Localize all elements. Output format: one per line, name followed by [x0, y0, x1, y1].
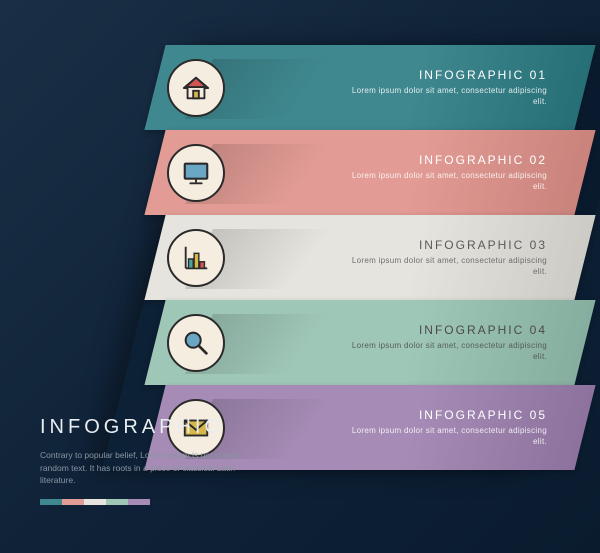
magnifier-icon [167, 314, 225, 372]
bar-03-desc: Lorem ipsum dolor sit amet, consectetur … [347, 256, 547, 278]
footer: INFOGRAPHIC Contrary to popular belief, … [40, 416, 250, 505]
bar-05-text: INFOGRAPHIC 05 Lorem ipsum dolor sit ame… [347, 408, 547, 448]
house-icon [167, 59, 225, 117]
swatch-3 [84, 499, 106, 505]
swatch-2 [62, 499, 84, 505]
bar-04-text: INFOGRAPHIC 04 Lorem ipsum dolor sit ame… [347, 323, 547, 363]
bar-01: INFOGRAPHIC 01 Lorem ipsum dolor sit ame… [144, 45, 595, 130]
swatch-1 [40, 499, 62, 505]
bar-01-title: INFOGRAPHIC 01 [347, 68, 547, 82]
bar-02: INFOGRAPHIC 02 Lorem ipsum dolor sit ame… [144, 130, 595, 215]
footer-desc: Contrary to popular belief, Lorem Ipsum … [40, 449, 250, 487]
bar-03-text: INFOGRAPHIC 03 Lorem ipsum dolor sit ame… [347, 238, 547, 278]
bars-container: INFOGRAPHIC 01 Lorem ipsum dolor sit ame… [140, 45, 600, 470]
bar-chart-icon [167, 229, 225, 287]
bar-02-text: INFOGRAPHIC 02 Lorem ipsum dolor sit ame… [347, 153, 547, 193]
bar-03-title: INFOGRAPHIC 03 [347, 238, 547, 252]
color-swatches [40, 499, 250, 505]
swatch-5 [128, 499, 150, 505]
infographic-stage: INFOGRAPHIC 01 Lorem ipsum dolor sit ame… [0, 0, 600, 553]
footer-title: INFOGRAPHIC [40, 416, 250, 439]
bar-01-text: INFOGRAPHIC 01 Lorem ipsum dolor sit ame… [347, 68, 547, 108]
bar-05-title: INFOGRAPHIC 05 [347, 408, 547, 422]
bar-04-title: INFOGRAPHIC 04 [347, 323, 547, 337]
bar-04-desc: Lorem ipsum dolor sit amet, consectetur … [347, 341, 547, 363]
swatch-4 [106, 499, 128, 505]
monitor-icon [167, 144, 225, 202]
bar-01-desc: Lorem ipsum dolor sit amet, consectetur … [347, 86, 547, 108]
bar-03: INFOGRAPHIC 03 Lorem ipsum dolor sit ame… [144, 215, 595, 300]
bar-02-title: INFOGRAPHIC 02 [347, 153, 547, 167]
bar-04: INFOGRAPHIC 04 Lorem ipsum dolor sit ame… [144, 300, 595, 385]
bar-05-desc: Lorem ipsum dolor sit amet, consectetur … [347, 426, 547, 448]
bar-02-desc: Lorem ipsum dolor sit amet, consectetur … [347, 171, 547, 193]
